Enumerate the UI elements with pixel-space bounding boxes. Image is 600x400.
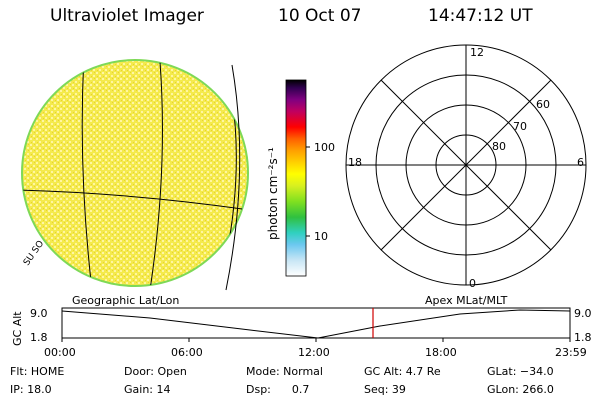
parallel-line bbox=[22, 189, 248, 211]
mlt-label-6: 6 bbox=[577, 156, 584, 169]
ytick-bottom-left: 1.8 bbox=[30, 331, 48, 344]
ytick-bottom-right: 1.8 bbox=[574, 331, 592, 344]
mlat-label-60: 60 bbox=[536, 98, 550, 111]
xtick-0000: 00:00 bbox=[44, 346, 76, 359]
mlt-label-18: 18 bbox=[348, 156, 362, 169]
colorbar-tick-10: 10 bbox=[314, 230, 328, 243]
xtick-0600: 06:00 bbox=[171, 346, 203, 359]
status-glat: GLat: −34.0 bbox=[487, 365, 554, 378]
status-dsp: Dsp: 0.7 bbox=[246, 383, 310, 396]
status-glon: GLon: 266.0 bbox=[487, 383, 554, 396]
status-door: Door: Open bbox=[124, 365, 187, 378]
status-gc-alt: GC Alt: 4.7 Re bbox=[364, 365, 441, 378]
earth-disk bbox=[21, 59, 249, 287]
colorbar-tick-100: 100 bbox=[314, 141, 335, 154]
ytick-top-left: 9.0 bbox=[30, 307, 48, 320]
status-ip: IP: 18.0 bbox=[10, 383, 52, 396]
header-time: 14:47:12 UT bbox=[428, 6, 533, 26]
xtick-2359: 23:59 bbox=[555, 346, 587, 359]
status-flt: Flt: HOME bbox=[10, 365, 65, 378]
status-gain: Gain: 14 bbox=[124, 383, 171, 396]
ytick-top-right: 9.0 bbox=[574, 307, 592, 320]
instrument-title: Ultraviolet Imager bbox=[50, 6, 204, 26]
meridian-line bbox=[81, 60, 93, 286]
header-date: 10 Oct 07 bbox=[278, 6, 362, 26]
status-seq: Seq: 39 bbox=[364, 383, 406, 396]
meridian-line bbox=[149, 61, 163, 286]
xtick-1800: 18:00 bbox=[425, 346, 457, 359]
xtick-1200: 12:00 bbox=[298, 346, 330, 359]
meridian-line bbox=[225, 64, 241, 291]
mlat-label-70: 70 bbox=[513, 120, 527, 133]
mlt-label-12: 12 bbox=[470, 46, 484, 59]
mlat-label-80: 80 bbox=[492, 140, 506, 153]
mlt-label-0: 0 bbox=[469, 277, 476, 290]
timeline-left-label: Geographic Lat/Lon bbox=[72, 294, 180, 307]
altitude-curve bbox=[61, 309, 571, 339]
status-mode: Mode: Normal bbox=[246, 365, 323, 378]
timeline-right-label: Apex MLat/MLT bbox=[425, 294, 508, 307]
